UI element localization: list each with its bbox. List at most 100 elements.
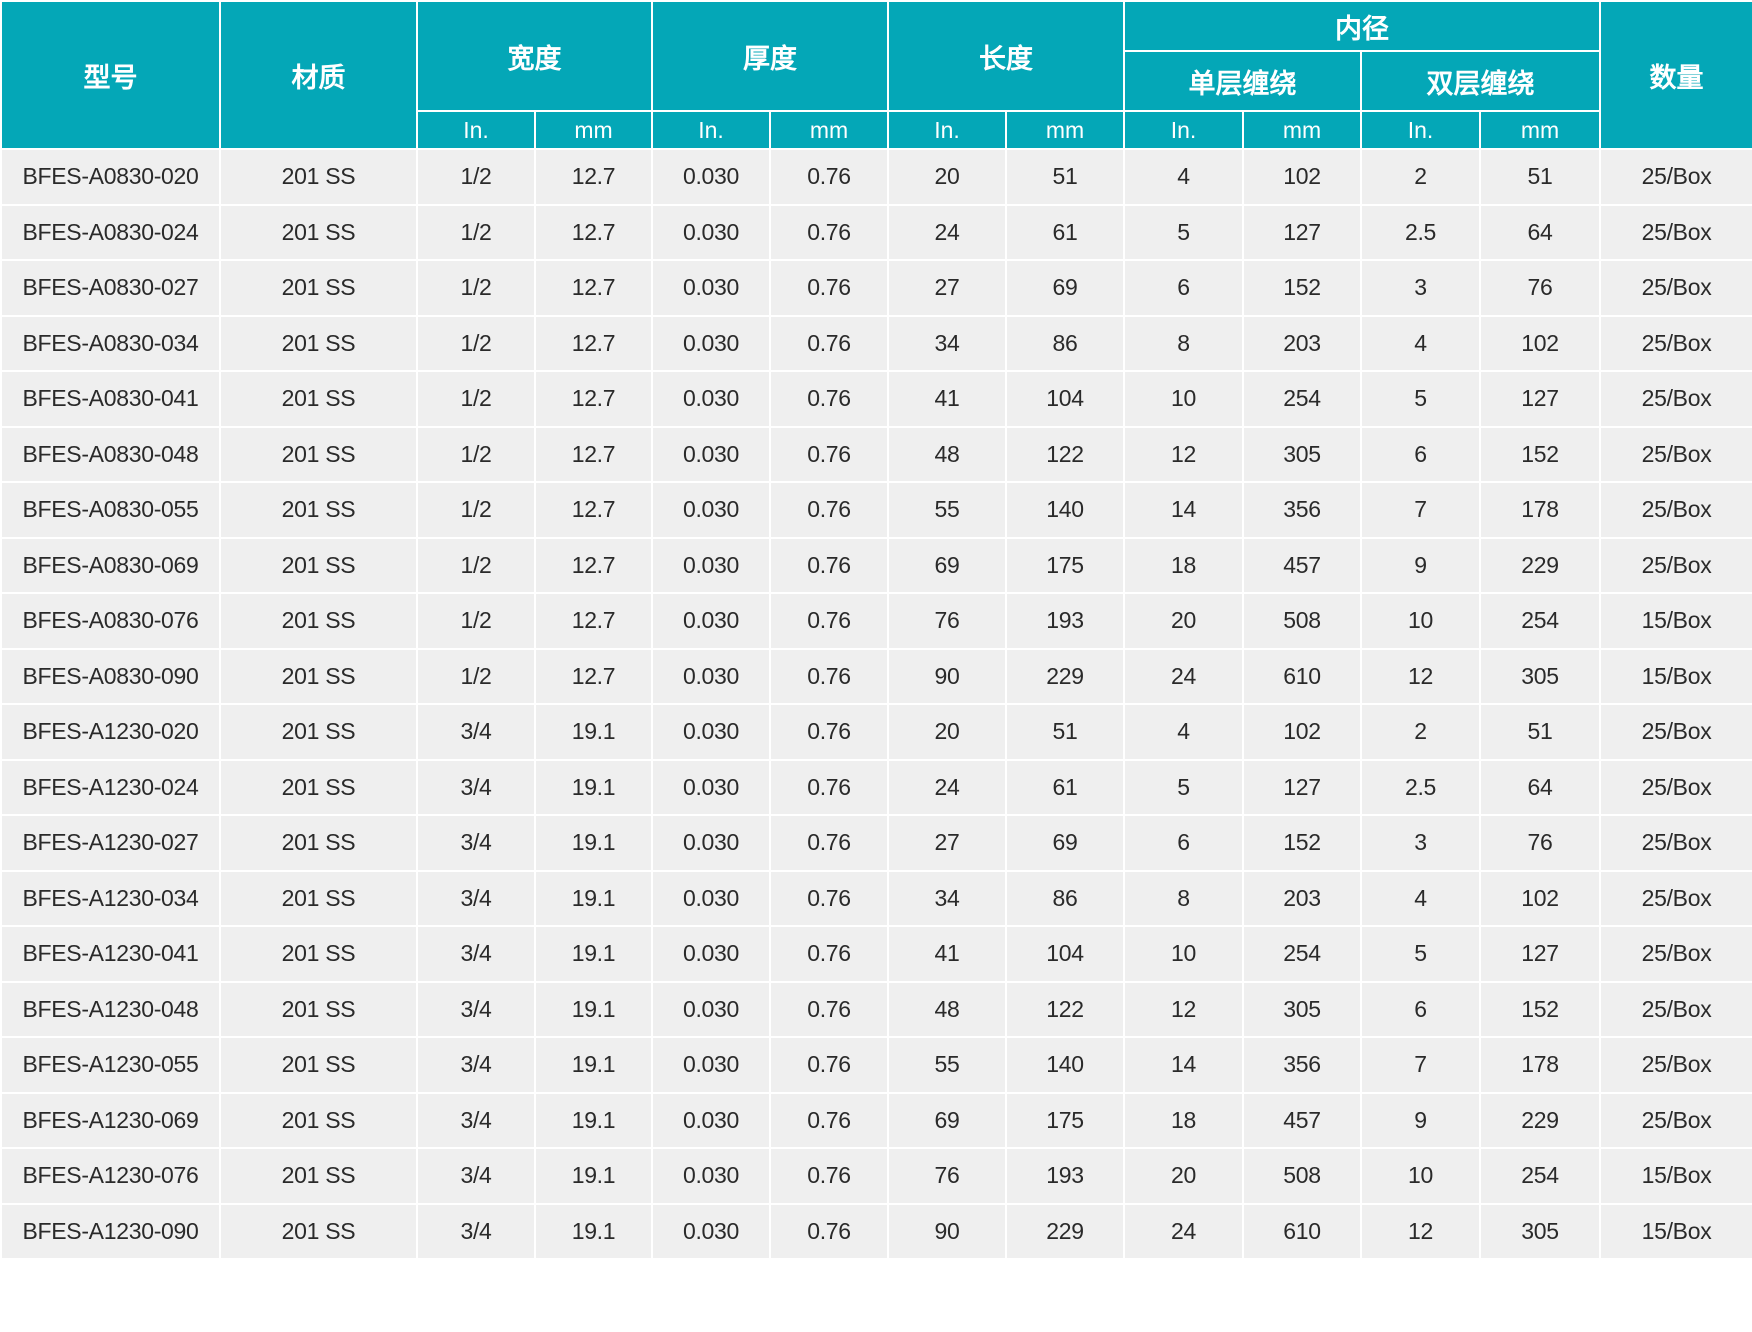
cell-material: 201 SS — [219, 481, 418, 539]
cell-width-in: 3/4 — [416, 1202, 536, 1260]
cell-width-in: 1/2 — [416, 203, 536, 261]
cell-width-in: 3/4 — [416, 703, 536, 761]
cell-thickness-in: 0.030 — [651, 259, 771, 317]
cell-model: BFES-A1230-090 — [0, 1202, 221, 1260]
cell-material: 201 SS — [219, 980, 418, 1038]
cell-thickness-mm: 0.76 — [769, 314, 889, 372]
cell-width-mm: 12.7 — [534, 148, 653, 206]
cell-single-wrap-in: 8 — [1123, 869, 1244, 927]
table-row: BFES-A1230-069 201 SS 3/4 19.1 0.030 0.76 69 17… — [0, 1091, 1752, 1149]
cell-width-mm: 12.7 — [534, 536, 653, 594]
table-row: BFES-A1230-076 201 SS 3/4 19.1 0.030 0.76 76 19… — [0, 1147, 1752, 1205]
cell-double-wrap-in: 2 — [1360, 703, 1481, 761]
cell-double-wrap-mm: 102 — [1479, 314, 1601, 372]
cell-material: 201 SS — [219, 925, 418, 983]
cell-single-wrap-in: 6 — [1123, 259, 1244, 317]
cell-material: 201 SS — [219, 425, 418, 483]
cell-length-mm: 69 — [1005, 814, 1125, 872]
cell-single-wrap-in: 14 — [1123, 1036, 1244, 1094]
cell-single-wrap-mm: 457 — [1242, 1091, 1362, 1149]
table-row: BFES-A0830-090 201 SS 1/2 12.7 0.030 0.76 90 22… — [0, 647, 1752, 705]
cell-length-mm: 86 — [1005, 869, 1125, 927]
table-row: BFES-A0830-076 201 SS 1/2 12.7 0.030 0.76 76 19… — [0, 592, 1752, 650]
header-thickness: 厚度 — [651, 0, 889, 112]
cell-double-wrap-mm: 152 — [1479, 425, 1601, 483]
cell-length-in: 34 — [887, 869, 1007, 927]
cell-double-wrap-in: 6 — [1360, 980, 1481, 1038]
cell-length-mm: 122 — [1005, 425, 1125, 483]
cell-thickness-in: 0.030 — [651, 148, 771, 206]
cell-single-wrap-in: 5 — [1123, 758, 1244, 816]
cell-quantity: 25/Box — [1599, 925, 1752, 983]
cell-model: BFES-A1230-069 — [0, 1091, 221, 1149]
cell-thickness-mm: 0.76 — [769, 370, 889, 428]
cell-quantity: 15/Box — [1599, 1147, 1752, 1205]
cell-quantity: 25/Box — [1599, 536, 1752, 594]
table-row: BFES-A0830-069 201 SS 1/2 12.7 0.030 0.76 69 17… — [0, 536, 1752, 594]
cell-length-mm: 175 — [1005, 536, 1125, 594]
cell-thickness-in: 0.030 — [651, 481, 771, 539]
cell-thickness-mm: 0.76 — [769, 259, 889, 317]
cell-length-in: 34 — [887, 314, 1007, 372]
cell-single-wrap-mm: 127 — [1242, 203, 1362, 261]
cell-double-wrap-in: 10 — [1360, 592, 1481, 650]
cell-double-wrap-in: 2.5 — [1360, 203, 1481, 261]
cell-single-wrap-mm: 356 — [1242, 1036, 1362, 1094]
cell-length-in: 41 — [887, 925, 1007, 983]
cell-double-wrap-mm: 178 — [1479, 1036, 1601, 1094]
table-row: BFES-A1230-020 201 SS 3/4 19.1 0.030 0.76 20 51… — [0, 703, 1752, 761]
cell-quantity: 25/Box — [1599, 148, 1752, 206]
cell-single-wrap-mm: 102 — [1242, 703, 1362, 761]
table-row: BFES-A0830-024 201 SS 1/2 12.7 0.030 0.76 24 61… — [0, 203, 1752, 261]
cell-length-in: 20 — [887, 148, 1007, 206]
cell-single-wrap-mm: 610 — [1242, 647, 1362, 705]
cell-single-wrap-mm: 254 — [1242, 370, 1362, 428]
cell-thickness-in: 0.030 — [651, 758, 771, 816]
header-length: 长度 — [887, 0, 1125, 112]
header-quantity: 数量 — [1599, 0, 1752, 150]
header-inner-diameter: 内径 — [1123, 0, 1601, 52]
cell-width-in: 3/4 — [416, 925, 536, 983]
cell-quantity: 25/Box — [1599, 203, 1752, 261]
cell-width-mm: 12.7 — [534, 370, 653, 428]
cell-single-wrap-mm: 610 — [1242, 1202, 1362, 1260]
cell-thickness-in: 0.030 — [651, 1147, 771, 1205]
cell-single-wrap-in: 6 — [1123, 814, 1244, 872]
cell-double-wrap-mm: 51 — [1479, 703, 1601, 761]
cell-quantity: 25/Box — [1599, 1036, 1752, 1094]
cell-thickness-mm: 0.76 — [769, 758, 889, 816]
cell-thickness-in: 0.030 — [651, 370, 771, 428]
cell-length-in: 48 — [887, 425, 1007, 483]
cell-width-in: 3/4 — [416, 758, 536, 816]
cell-model: BFES-A0830-034 — [0, 314, 221, 372]
cell-length-in: 24 — [887, 758, 1007, 816]
cell-width-in: 1/2 — [416, 592, 536, 650]
cell-single-wrap-in: 20 — [1123, 592, 1244, 650]
cell-double-wrap-mm: 152 — [1479, 980, 1601, 1038]
cell-double-wrap-in: 10 — [1360, 1147, 1481, 1205]
cell-single-wrap-in: 24 — [1123, 647, 1244, 705]
cell-double-wrap-mm: 64 — [1479, 758, 1601, 816]
cell-length-in: 20 — [887, 703, 1007, 761]
cell-model: BFES-A0830-090 — [0, 647, 221, 705]
cell-double-wrap-in: 2.5 — [1360, 758, 1481, 816]
table-body: BFES-A0830-020 201 SS 1/2 12.7 0.030 0.76 20 51… — [0, 148, 1752, 1260]
cell-single-wrap-mm: 203 — [1242, 869, 1362, 927]
cell-double-wrap-in: 7 — [1360, 481, 1481, 539]
cell-width-mm: 19.1 — [534, 758, 653, 816]
cell-double-wrap-mm: 64 — [1479, 203, 1601, 261]
cell-length-mm: 51 — [1005, 148, 1125, 206]
cell-thickness-in: 0.030 — [651, 1091, 771, 1149]
cell-model: BFES-A1230-041 — [0, 925, 221, 983]
cell-double-wrap-mm: 254 — [1479, 592, 1601, 650]
cell-thickness-mm: 0.76 — [769, 869, 889, 927]
cell-material: 201 SS — [219, 314, 418, 372]
cell-width-mm: 19.1 — [534, 1202, 653, 1260]
header-double-wrap: 双层缠绕 — [1360, 50, 1601, 112]
cell-material: 201 SS — [219, 647, 418, 705]
cell-thickness-mm: 0.76 — [769, 148, 889, 206]
cell-thickness-mm: 0.76 — [769, 1091, 889, 1149]
table-row: BFES-A1230-055 201 SS 3/4 19.1 0.030 0.76 55 14… — [0, 1036, 1752, 1094]
cell-thickness-in: 0.030 — [651, 925, 771, 983]
cell-width-in: 3/4 — [416, 869, 536, 927]
